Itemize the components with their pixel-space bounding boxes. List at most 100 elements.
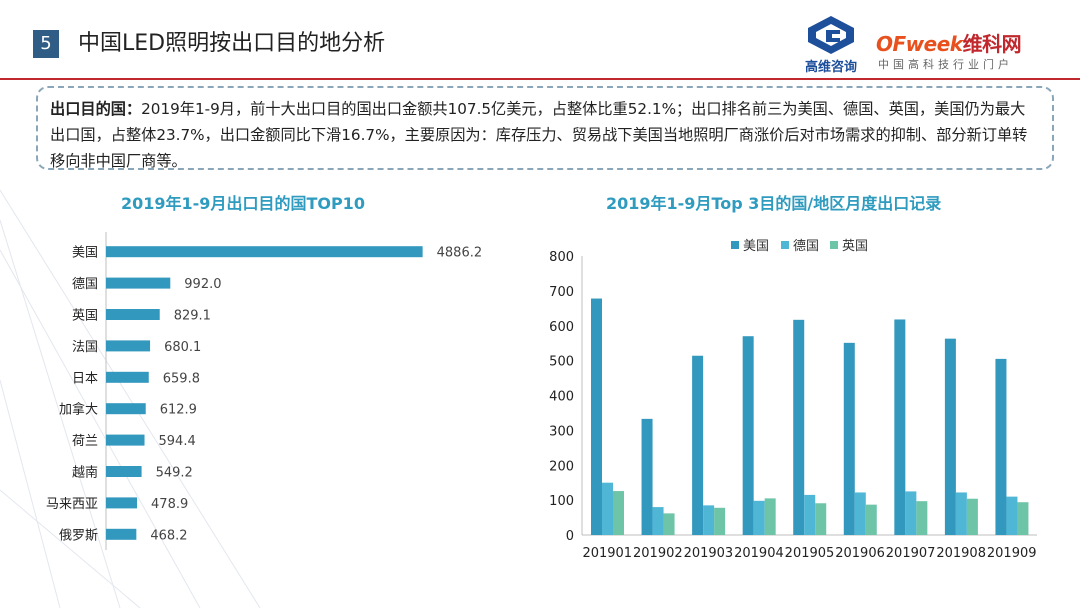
- category-label: 马来西亚: [46, 497, 98, 512]
- gaowei-logo-mark-icon: [808, 16, 854, 54]
- gaowei-logo: 高维咨询: [796, 12, 866, 75]
- category-label: 越南: [72, 465, 98, 481]
- bar: [1006, 496, 1018, 535]
- category-label: 荷兰: [72, 434, 98, 449]
- bar: [905, 491, 917, 535]
- y-tick-label: 100: [549, 494, 574, 509]
- bar: [714, 507, 726, 535]
- y-tick-label: 700: [549, 285, 574, 300]
- x-tick-label: 201903: [684, 546, 734, 561]
- data-label: 680.1: [164, 340, 201, 355]
- summary-text: 2019年1-9月，前十大出口目的国出口金额共107.5亿美元，占整体比重52.…: [50, 100, 1028, 170]
- bar: [815, 503, 827, 535]
- bar: [843, 342, 855, 535]
- ofweek-slogan: 中国高科技行业门户: [878, 58, 1013, 71]
- right-chart-title: 2019年1-9月Top 3目的国/地区月度出口记录: [606, 194, 942, 213]
- x-tick-label: 201906: [835, 546, 885, 561]
- data-label: 594.4: [159, 434, 196, 449]
- data-label: 659.8: [163, 371, 200, 386]
- decorative-lines: [0, 189, 261, 608]
- bar: [703, 505, 715, 535]
- category-label: 英国: [72, 309, 98, 324]
- bar: [106, 466, 142, 477]
- bar: [106, 277, 171, 289]
- y-tick-label: 600: [549, 320, 574, 335]
- bar: [613, 491, 624, 535]
- left-chart-title: 2019年1-9月出口目的国TOP10: [121, 194, 365, 213]
- x-tick-label: 201902: [633, 546, 683, 561]
- bar: [804, 494, 816, 535]
- data-label: 4886.2: [437, 246, 483, 261]
- data-label: 992.0: [184, 277, 221, 292]
- data-label: 468.2: [150, 528, 187, 543]
- category-label: 德国: [72, 277, 98, 292]
- summary-label: 出口目的国：: [50, 100, 142, 118]
- x-tick-label: 201905: [785, 546, 835, 561]
- gaowei-logo-text: 高维咨询: [804, 60, 857, 75]
- bar: [995, 358, 1007, 535]
- legend-swatch: [731, 241, 739, 249]
- bar: [602, 482, 613, 535]
- summary-paragraph: 出口目的国：2019年1-9月，前十大出口目的国出口金额共107.5亿美元，占整…: [50, 96, 1040, 174]
- legend-swatch: [830, 241, 838, 249]
- section-number: 5: [33, 30, 59, 58]
- bar: [652, 507, 664, 535]
- y-tick-label: 800: [549, 250, 574, 265]
- bar: [106, 497, 138, 509]
- data-label: 549.2: [156, 466, 193, 481]
- ofweek-logo: OFweek维科网: [876, 28, 1022, 57]
- data-label: 612.9: [160, 403, 197, 418]
- category-label: 法国: [72, 340, 98, 355]
- legend-swatch: [781, 241, 789, 249]
- bar: [793, 319, 805, 535]
- bar: [753, 500, 765, 535]
- bar: [106, 309, 160, 320]
- bar: [106, 528, 137, 540]
- y-tick-label: 300: [549, 424, 574, 439]
- ofweek-logo-latin: OFweek: [876, 32, 963, 56]
- category-label: 加拿大: [59, 402, 98, 418]
- bar: [955, 492, 967, 535]
- bar: [692, 355, 704, 535]
- legend-label: 美国: [743, 239, 769, 254]
- bar: [916, 501, 928, 535]
- bar: [1017, 502, 1029, 535]
- data-label: 478.9: [151, 497, 188, 512]
- bar: [894, 319, 906, 535]
- top10-bar-chart: 美国 4886.2 德国 992.0 英国 829.1 法国 680.1 日本 659.8 加拿大 6…: [46, 232, 483, 550]
- legend-label: 英国: [842, 239, 868, 254]
- category-label: 美国: [72, 246, 98, 261]
- x-tick-label: 201901: [582, 546, 632, 561]
- bar: [106, 434, 145, 446]
- data-label: 829.1: [174, 309, 211, 324]
- y-tick-label: 500: [549, 355, 574, 370]
- x-tick-label: 201904: [734, 546, 784, 561]
- x-tick-label: 201908: [936, 546, 986, 561]
- bar: [106, 403, 146, 415]
- summary-box: 出口目的国：2019年1-9月，前十大出口目的国出口金额共107.5亿美元，占整…: [36, 86, 1054, 170]
- x-tick-label: 201909: [987, 546, 1037, 561]
- bar: [764, 498, 776, 535]
- ofweek-logo-cn: 维科网: [962, 32, 1022, 56]
- bar: [966, 498, 978, 535]
- y-tick-label: 200: [549, 459, 574, 474]
- bar: [106, 246, 423, 258]
- bar: [944, 338, 956, 535]
- category-label: 俄罗斯: [59, 528, 98, 543]
- bar: [641, 418, 653, 535]
- bar: [591, 298, 602, 535]
- bar: [854, 492, 866, 535]
- page-title: 中国LED照明按出口目的地分析: [78, 31, 386, 56]
- y-tick-label: 0: [566, 529, 574, 544]
- bar: [865, 504, 877, 535]
- legend-label: 德国: [793, 239, 819, 254]
- bar: [742, 336, 754, 535]
- bar: [663, 513, 675, 535]
- x-tick-label: 201907: [886, 546, 936, 561]
- y-tick-label: 400: [549, 390, 574, 405]
- bar: [106, 340, 151, 352]
- bar: [106, 371, 149, 383]
- header-divider: [0, 78, 1080, 80]
- category-label: 日本: [72, 371, 98, 386]
